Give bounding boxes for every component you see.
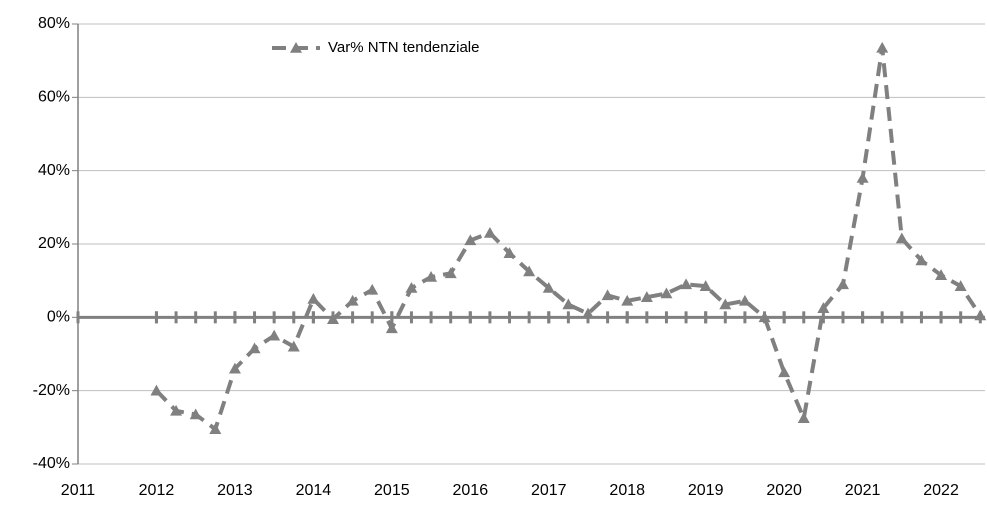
- data-point: [248, 342, 261, 354]
- data-point: [778, 366, 791, 378]
- data-point: [954, 280, 967, 291]
- data-point: [719, 298, 732, 310]
- data-point: [660, 287, 673, 299]
- data-point: [523, 265, 536, 277]
- data-point: [758, 311, 771, 323]
- y-tick-label: 40%: [38, 162, 70, 179]
- data-point: [974, 309, 987, 321]
- data-line: [155, 47, 982, 433]
- x-tick-label: 2020: [766, 482, 802, 499]
- data-point: [699, 280, 712, 291]
- data-point: [856, 172, 869, 183]
- data-point: [817, 302, 830, 313]
- legend-label: Var% NTN tendenziale: [328, 39, 479, 56]
- data-point: [895, 232, 908, 244]
- data-point: [797, 412, 810, 423]
- x-tick-label: 2021: [845, 482, 881, 499]
- data-point: [483, 227, 496, 238]
- data-point: [268, 329, 281, 341]
- data-point: [915, 254, 928, 266]
- x-tick-label: 2017: [531, 482, 567, 499]
- data-point: [366, 283, 379, 295]
- y-tick-label: -40%: [33, 455, 70, 472]
- data-point: [836, 278, 849, 290]
- x-tick-label: 2019: [688, 482, 724, 499]
- data-point: [680, 278, 693, 290]
- y-tick-label: 60%: [38, 89, 70, 106]
- data-point: [287, 340, 300, 352]
- x-tick-label: 2015: [374, 482, 410, 499]
- y-tick-label: 0%: [47, 309, 70, 326]
- x-tick-label: 2012: [139, 482, 175, 499]
- y-tick-label: -20%: [33, 382, 70, 399]
- data-point: [150, 384, 163, 396]
- y-tick-label: 80%: [38, 15, 70, 32]
- data-point: [425, 271, 438, 282]
- x-tick-label: 2016: [453, 482, 489, 499]
- x-tick-label: 2011: [61, 482, 96, 499]
- data-point: [876, 41, 889, 53]
- data-point: [346, 294, 359, 306]
- data-point: [385, 322, 398, 334]
- legend-marker: [290, 42, 302, 53]
- data-point: [228, 362, 241, 374]
- data-point: [189, 408, 202, 420]
- data-point: [581, 307, 594, 319]
- x-tick-label: 2018: [609, 482, 645, 499]
- x-tick-label: 2022: [923, 482, 959, 499]
- data-point: [562, 298, 575, 310]
- data-point: [307, 293, 320, 304]
- data-point: [503, 247, 516, 258]
- data-point: [738, 294, 751, 306]
- data-point: [640, 291, 653, 302]
- x-tick-label: 2014: [296, 482, 332, 499]
- data-point: [405, 282, 418, 293]
- data-point: [170, 404, 183, 416]
- data-point: [621, 294, 634, 306]
- data-point: [464, 234, 477, 246]
- data-point: [209, 423, 222, 434]
- data-point: [326, 313, 339, 324]
- x-tick-label: 2013: [217, 482, 253, 499]
- data-point: [601, 289, 614, 301]
- data-point: [542, 282, 555, 293]
- data-point: [444, 267, 457, 279]
- y-tick-label: 20%: [38, 235, 70, 252]
- data-point: [935, 269, 948, 280]
